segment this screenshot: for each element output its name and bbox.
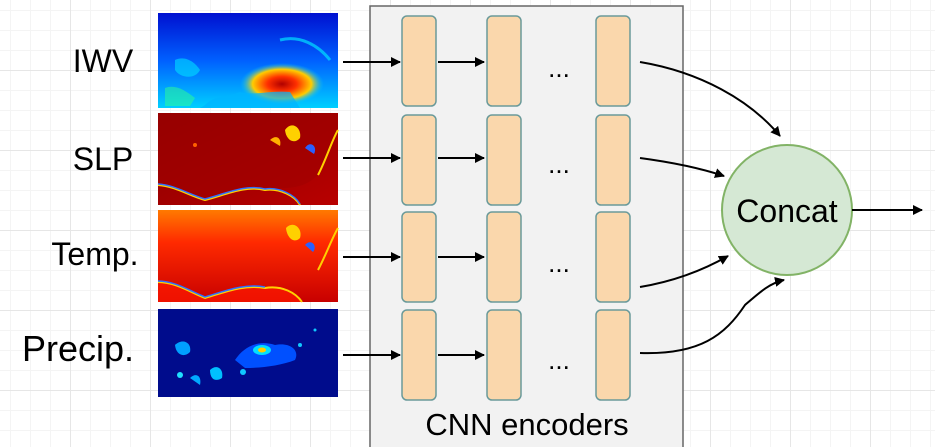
encoder-box-label: CNN encoders	[425, 407, 628, 442]
ellipsis: ...	[548, 53, 570, 83]
encoder-row: ...	[343, 277, 785, 401]
concat-arrow	[639, 255, 729, 288]
cnn-layer	[595, 211, 631, 303]
ellipsis: ...	[548, 248, 570, 278]
cnn-layer	[486, 114, 522, 206]
input-label-temp: Temp.	[51, 236, 138, 272]
precip-map	[158, 309, 338, 397]
concat-arrow	[639, 61, 781, 137]
input-label-iwv: IWV	[73, 43, 134, 79]
input-label-precip: Precip.	[22, 328, 134, 369]
cnn-layer	[595, 309, 631, 401]
cnn-layer	[401, 15, 437, 107]
cnn-layer	[486, 15, 522, 107]
cnn-layer	[486, 211, 522, 303]
cnn-layer	[486, 309, 522, 401]
iwv-map	[158, 13, 338, 108]
encoder-row: ...	[343, 114, 725, 206]
ellipsis: ...	[548, 149, 570, 179]
slp-map	[157, 113, 339, 206]
cnn-layer	[595, 114, 631, 206]
input-label-slp: SLP	[73, 141, 133, 177]
concat-arrow	[639, 277, 785, 355]
encoder-row: ...	[343, 15, 781, 137]
cnn-layer	[595, 15, 631, 107]
cnn-layer	[401, 309, 437, 401]
concat-label: Concat	[736, 193, 838, 229]
ellipsis: ...	[548, 345, 570, 375]
concat-arrow	[639, 157, 725, 178]
encoder-row: ...	[343, 211, 729, 303]
cnn-layer	[401, 114, 437, 206]
cnn-layer	[401, 211, 437, 303]
temp-map	[157, 210, 339, 303]
